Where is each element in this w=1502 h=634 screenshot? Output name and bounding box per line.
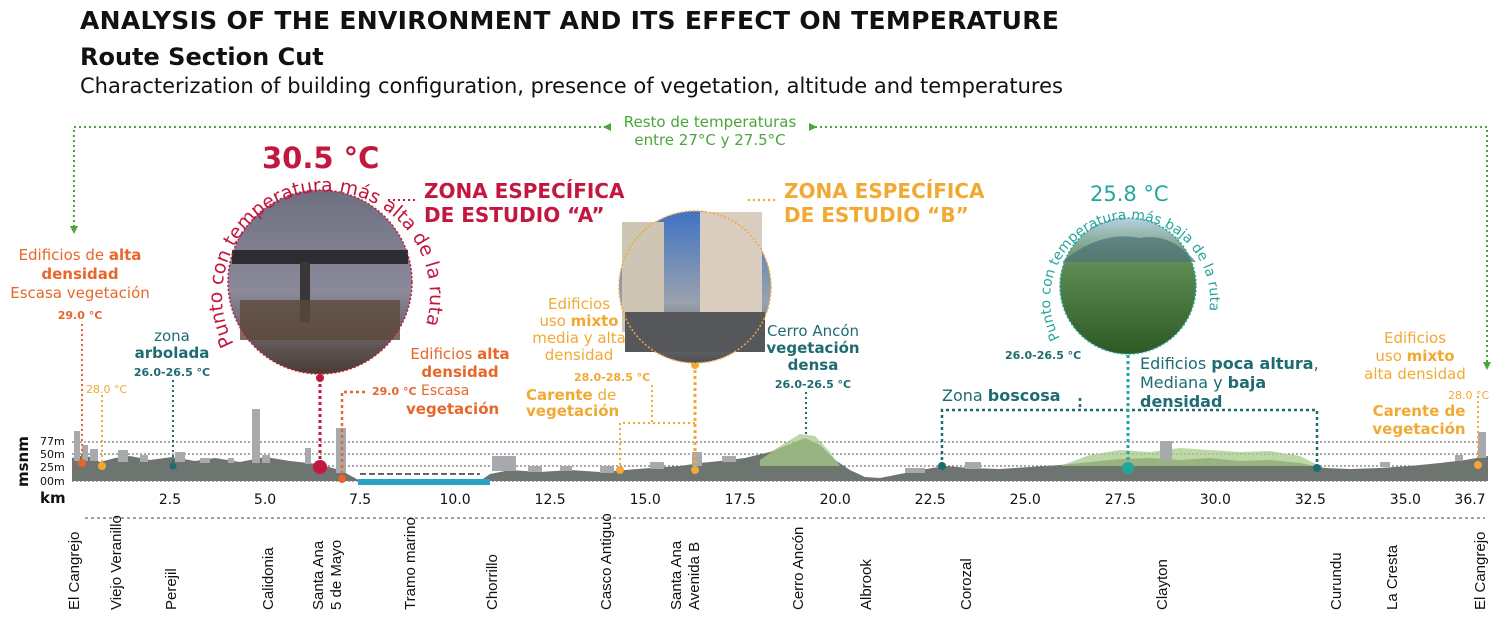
photo-zone-b	[618, 210, 772, 364]
x-tick-label: 10.0	[440, 492, 471, 508]
y-axis: 77m 50m 25m 00m	[40, 435, 65, 488]
place-label: El Cangrejo	[1472, 531, 1489, 610]
place-label: Santa Ana	[668, 540, 685, 610]
place-label: Viejo Veranillo	[108, 515, 125, 610]
mixed-use-note: Edificios uso mixto media y alta densida…	[532, 295, 626, 364]
x-tick-label: 35.0	[1390, 492, 1421, 508]
zona-arbolada-note: zona arbolada 26.0-26.5 °C	[133, 327, 211, 380]
place-label: Curundu	[1328, 552, 1345, 610]
y-tick: 25m	[40, 461, 65, 474]
mixed-temp: 28.0-28.5 °C	[574, 371, 651, 384]
rest-temps-bracket-right	[815, 126, 1488, 368]
page-description: Characterization of building configurati…	[80, 74, 1063, 98]
place-label: Calidonia	[260, 547, 277, 610]
right-veg-note: Carente de vegetación	[1372, 402, 1466, 438]
place-label: Casco Antiguo	[598, 513, 615, 610]
x-tick-label: 12.5	[535, 492, 566, 508]
left-temp-2: 28.0 °C	[86, 383, 128, 396]
x-tick-label: 15.0	[630, 492, 661, 508]
rest-temps-note: Resto de temperaturas entre 27°C y 27.5°C	[623, 113, 797, 149]
x-tick-label: 22.5	[915, 492, 946, 508]
cold-point-marker	[1122, 462, 1134, 474]
zone-a-title: ZONA ESPECÍFICA DE ESTUDIO “A”	[424, 179, 625, 227]
santa-ana-veg: vegetación	[406, 400, 500, 418]
x-tick-label: 2.5	[159, 492, 181, 508]
place-label: Avenida B	[686, 541, 703, 610]
place-label: Chorrillo	[484, 554, 501, 610]
place-label: Santa Ana	[310, 540, 327, 610]
mixed-veg: Carente de vegetación	[526, 386, 620, 420]
hot-point-temp: 30.5 °C	[262, 141, 380, 175]
cold-point-temp: 25.8 °C	[1090, 182, 1169, 206]
x-tick-label: 7.5	[349, 492, 371, 508]
right-temp: 28.0 °C	[1448, 389, 1490, 402]
place-label: Cerro Ancón	[790, 526, 807, 610]
y-tick: 50m	[40, 448, 65, 461]
y-tick: 77m	[40, 435, 65, 448]
x-axis: 2.5 5.0 7.5 10.0 12.5 15.0 17.5 20.0 22.5 25.0 27.…	[159, 492, 1486, 508]
x-tick-label: 20.0	[820, 492, 851, 508]
zone-b-title: ZONA ESPECÍFICA DE ESTUDIO “B”	[784, 179, 985, 227]
left-buildings-note: Edificios de alta densidad Escasa vegeta…	[10, 246, 150, 322]
hot-point-marker	[313, 460, 327, 474]
place-label: Corozal	[958, 558, 975, 610]
place-label: La Cresta	[1384, 544, 1401, 610]
right-mixed-note: Edificios uso mixto alta densidad	[1364, 329, 1466, 383]
x-tick-label: 27.5	[1105, 492, 1136, 508]
place-label: Albrook	[858, 559, 875, 610]
y-tick: 00m	[40, 475, 65, 488]
x-tick-label: 32.5	[1295, 492, 1326, 508]
x-tick-label: 17.5	[725, 492, 756, 508]
building-bars	[74, 409, 1486, 473]
zona-boscosa-label: Zona boscosa	[942, 386, 1061, 405]
place-label: El Cangrejo	[66, 531, 83, 610]
place-label: 5 de Mayo	[328, 539, 345, 610]
boscosa-temp: 26.0-26.5 °C	[1005, 349, 1082, 362]
place-label: Clayton	[1154, 559, 1171, 610]
x-tick-label: 36.7	[1454, 492, 1485, 508]
place-label: Perejil	[163, 568, 180, 610]
clayton-note: Edificios poca altura, Mediana y baja de…	[1140, 354, 1319, 411]
page-title: ANALYSIS OF THE ENVIRONMENT AND ITS EFFE…	[80, 6, 1060, 35]
photo-cold-point	[1059, 217, 1197, 355]
y-axis-label: msnm	[14, 436, 32, 487]
page-subtitle: Route Section Cut	[80, 43, 324, 71]
santa-ana-note: Edificios alta densidad	[410, 345, 510, 381]
x-tick-label: 30.0	[1200, 492, 1231, 508]
rest-temps-bracket-left	[73, 126, 605, 232]
x-tick-label: 5.0	[254, 492, 276, 508]
x-axis-label: km	[40, 489, 66, 507]
santa-ana-temp: 29.0 °C Escasa	[372, 383, 470, 399]
water-section	[358, 479, 490, 485]
place-label: Tramo marino	[402, 517, 419, 610]
photo-zone-a	[227, 189, 413, 375]
cerro-ancon-note: Cerro Ancón vegetación densa 26.0-26.5 °…	[766, 322, 860, 392]
x-tick-label: 25.0	[1010, 492, 1041, 508]
